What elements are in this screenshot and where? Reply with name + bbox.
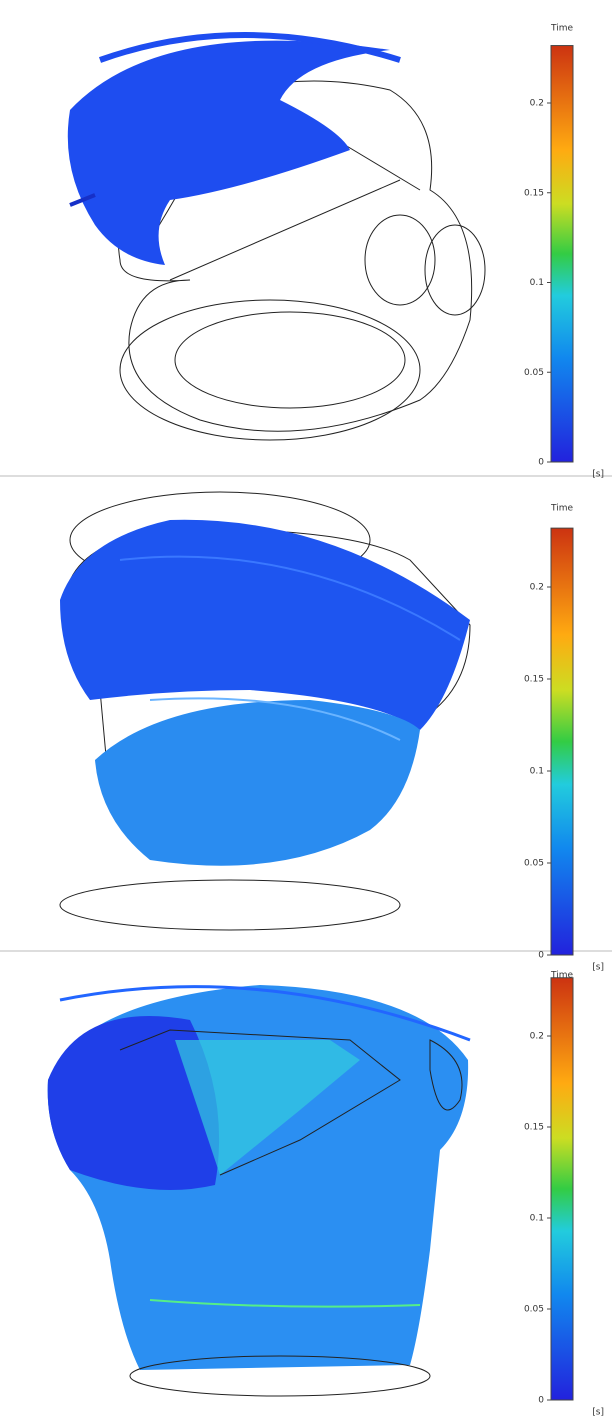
tick-label: 0.05 <box>524 859 544 869</box>
tick-label: 0.15 <box>524 675 544 685</box>
tick-label: 0.1 <box>530 767 544 777</box>
colorbar <box>551 528 573 955</box>
tick-label: 0.15 <box>524 1123 544 1133</box>
panel-render <box>68 35 485 440</box>
panel-render <box>48 985 470 1396</box>
tick-label: 0 <box>538 1396 544 1406</box>
colorbar <box>551 978 573 1400</box>
colorbar <box>551 46 573 462</box>
tick-label: 0.15 <box>524 188 544 198</box>
tick-label: 0.05 <box>524 1305 544 1315</box>
colorbar-unit: [s] <box>592 1408 604 1418</box>
tick-label: 0 <box>538 458 544 468</box>
figure: Time 0 0.05 0.1 0.15 0.2 [s] Time 0 0.05 0.1 0.15 0.… <box>0 0 612 1427</box>
colorbar-title: Time <box>550 504 573 514</box>
tick-label: 0.05 <box>524 368 544 378</box>
tick-label: 0.1 <box>530 1214 544 1224</box>
tick-label: 0.2 <box>530 99 544 109</box>
colorbar-unit: [s] <box>592 963 604 973</box>
panel-render <box>60 492 470 930</box>
colorbar-title: Time <box>550 24 573 34</box>
tick-label: 0.2 <box>530 1032 544 1042</box>
tick-label: 0 <box>538 951 544 961</box>
tick-label: 0.2 <box>530 583 544 593</box>
tick-label: 0.1 <box>530 278 544 288</box>
colorbar-unit: [s] <box>592 470 604 480</box>
